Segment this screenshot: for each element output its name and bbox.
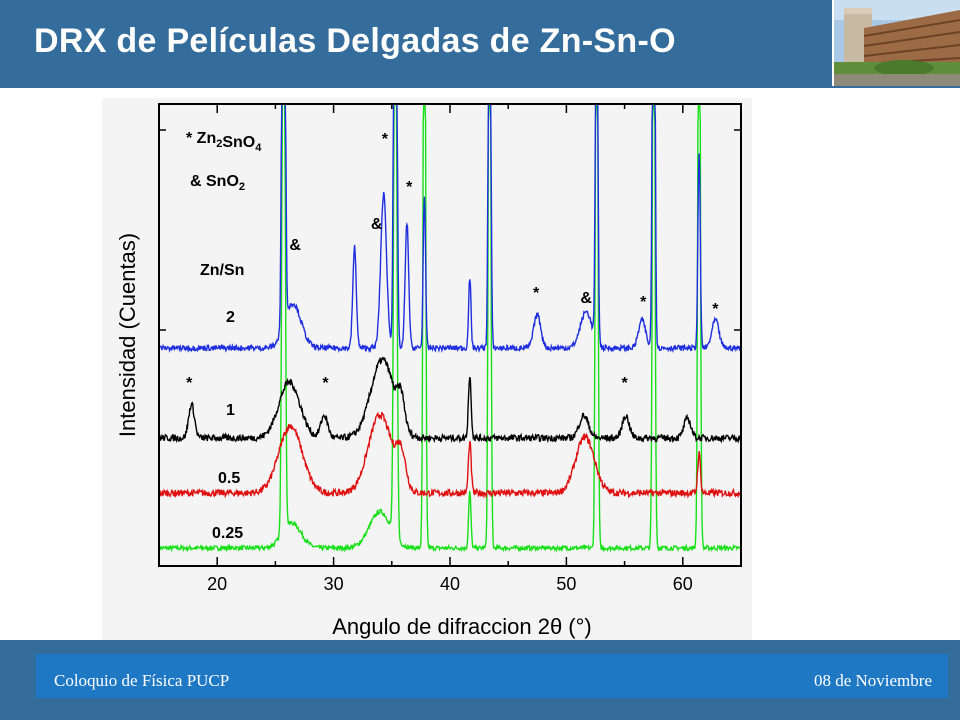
slide-title: DRX de Películas Delgadas de Zn-Sn-O xyxy=(34,22,676,60)
footer-date-text: 08 de Noviembre xyxy=(813,671,932,690)
peak-marker: & xyxy=(580,290,592,307)
series-label-0-5: 0.5 xyxy=(218,470,240,487)
plot-frame xyxy=(158,103,742,567)
series-line-0-5 xyxy=(158,411,742,499)
y-axis-label: Intensidad (Cuentas) xyxy=(115,233,140,437)
x-tick-label: 40 xyxy=(440,574,460,594)
series-label-1: 1 xyxy=(226,402,235,419)
peak-marker: * xyxy=(382,131,389,148)
xrd-chart: 20 30 40 50 60 * * *&&*** & * * * Zn2SnO4 & SnO2 … xyxy=(115,103,742,639)
series-line-2 xyxy=(158,103,742,354)
x-tick-label: 20 xyxy=(207,574,227,594)
peak-marker: & xyxy=(371,216,383,233)
peak-marker: * xyxy=(186,375,193,392)
series-label-0-25: 0.25 xyxy=(212,525,243,542)
peak-marker: * xyxy=(322,375,329,392)
series-label-2: 2 xyxy=(226,309,235,326)
series-line-0-25 xyxy=(158,103,742,553)
peak-marker: * xyxy=(640,294,647,311)
series-line-1 xyxy=(158,356,742,444)
x-tick-label: 30 xyxy=(324,574,344,594)
annotations-group: * * * & & * * * & * * xyxy=(186,131,719,392)
peak-marker: * xyxy=(712,301,719,318)
footer-bar xyxy=(36,654,948,698)
title-bar xyxy=(0,0,960,88)
legend-heading: Zn/Sn xyxy=(200,262,244,279)
x-axis-label: Angulo de difraccion 2θ (°) xyxy=(332,614,592,639)
peak-marker: * xyxy=(621,375,628,392)
peak-marker: * xyxy=(533,285,540,302)
x-tick-label: 60 xyxy=(673,574,693,594)
axes-group: 20 30 40 50 60 xyxy=(158,104,742,594)
x-tick-label: 50 xyxy=(556,574,576,594)
peak-marker: & xyxy=(289,237,301,254)
legend-sno2: & SnO2 xyxy=(190,173,245,193)
campus-building-photo xyxy=(832,0,960,86)
series-group xyxy=(158,103,742,553)
xrd-figure: 20 30 40 50 60 * * * & & * * * & * * * Zn2SnO4 & SnO2 … xyxy=(102,98,752,645)
legend-zn2sno4: * Zn2SnO4 xyxy=(186,130,262,154)
peak-marker: * xyxy=(406,179,413,196)
footer-event-text: Coloquio de Física PUCP xyxy=(54,671,230,690)
